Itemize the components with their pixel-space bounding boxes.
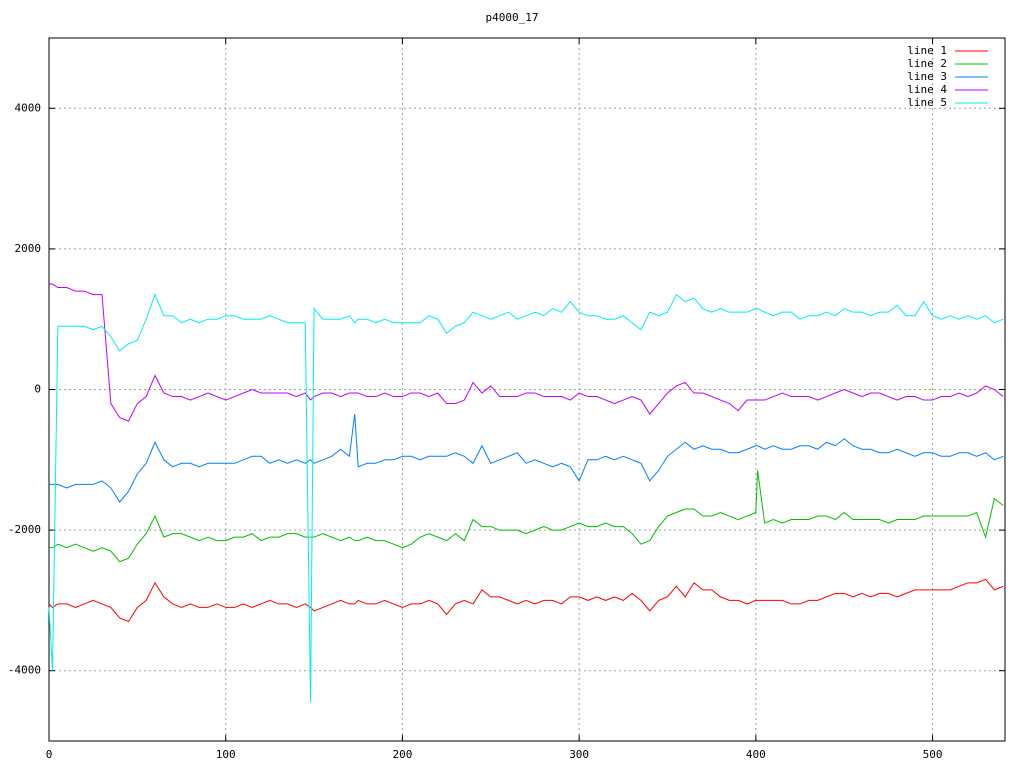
y-tick-label: 2000 <box>15 242 42 255</box>
data-line <box>49 283 1004 422</box>
y-tick-label: -4000 <box>8 664 41 677</box>
x-tick-label: 300 <box>569 748 589 761</box>
plot-border <box>48 37 1006 742</box>
legend-label: line 2 <box>907 57 947 70</box>
data-line <box>48 578 1004 623</box>
legend-label: line 4 <box>907 83 947 96</box>
y-tick-label: 0 <box>34 383 41 396</box>
y-tick-label: 4000 <box>15 101 42 114</box>
legend-label: line 5 <box>907 96 947 109</box>
y-tick-label: -2000 <box>8 523 41 536</box>
x-tick-label: 100 <box>216 748 236 761</box>
legend-label: line 3 <box>907 70 947 83</box>
x-tick-label: 500 <box>923 748 943 761</box>
legend-label: line 1 <box>907 44 947 57</box>
x-tick-label: 400 <box>746 748 766 761</box>
data-line <box>49 414 1004 503</box>
data-line <box>48 293 1004 703</box>
x-tick-label: 200 <box>392 748 412 761</box>
data-line <box>49 470 1004 563</box>
chart-title: p4000_17 <box>486 11 539 24</box>
x-tick-label: 0 <box>46 748 53 761</box>
